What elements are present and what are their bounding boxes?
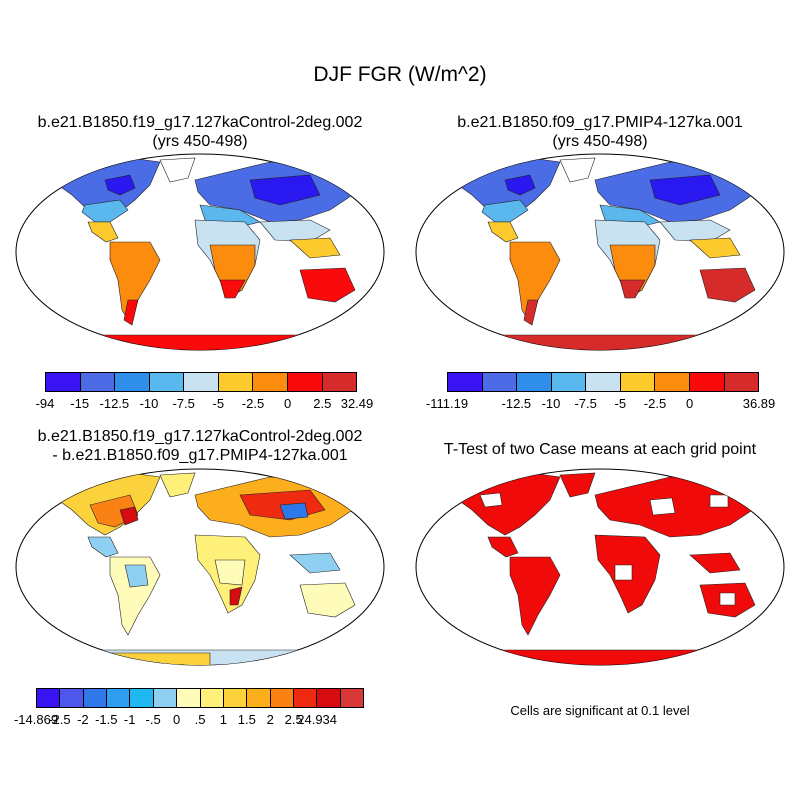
colorbar-swatch: [551, 373, 587, 391]
panel-diff-title: b.e21.B1850.f19_g17.127kaControl-2deg.00…: [10, 427, 390, 465]
colorbar-control: [45, 372, 357, 392]
colorbar-swatch: [218, 373, 254, 391]
panel-diff-title-line2: - b.e21.B1850.f09_g17.PMIP4-127ka.001: [52, 447, 348, 464]
colorbar-tick-label: 32.49: [340, 396, 374, 411]
map-difference: [15, 468, 385, 666]
colorbar-pmip4: [447, 372, 759, 392]
significance-note: Cells are significant at 0.1 level: [510, 703, 690, 718]
colorbar-tick-label: -15: [70, 396, 90, 411]
colorbar-tick-label: -2.5: [48, 712, 71, 727]
colorbar-swatch: [620, 373, 656, 391]
colorbar-tick-label: -2: [77, 712, 89, 727]
colorbar-tick-label: -2.5: [643, 396, 667, 411]
colorbar-tick-label: 1.5: [237, 712, 256, 727]
colorbar-swatch: [586, 373, 621, 391]
map-pmip4: [415, 153, 785, 351]
panel-b-title-line1: b.e21.B1850.f09_g17.PMIP4-127ka.001: [457, 114, 743, 131]
colorbar-tick-label: 1: [219, 712, 228, 727]
colorbar-swatch: [184, 373, 219, 391]
colorbar-swatch: [223, 689, 248, 707]
panel-ttest-title: T-Test of two Case means at each grid po…: [410, 440, 790, 459]
panel-b-title-line2: (yrs 450-498): [552, 133, 648, 150]
colorbar-swatch: [655, 373, 690, 391]
colorbar-tick-label: 2.5: [313, 396, 332, 411]
colorbar-swatch: [83, 689, 108, 707]
colorbar-tick-label: -5: [614, 396, 627, 411]
colorbar-swatch: [448, 373, 483, 391]
colorbar-tick-label: -7.5: [574, 396, 597, 411]
colorbar-swatch: [107, 689, 131, 707]
colorbar-tick-label: 0: [284, 396, 292, 411]
map-control: [15, 153, 385, 351]
panel-a-title-line1: b.e21.B1850.f19_g17.127kaControl-2deg.00…: [37, 114, 363, 131]
colorbar-swatch: [37, 689, 61, 707]
colorbar-tick-label: 2: [266, 712, 274, 727]
colorbar-swatch: [80, 373, 116, 391]
colorbar-tick-label: -12.5: [501, 396, 532, 411]
panel-a-title-line2: (yrs 450-498): [152, 133, 248, 150]
colorbar-swatch: [115, 373, 150, 391]
colorbar-swatch: [60, 689, 84, 707]
colorbar-tick-label: 0: [686, 396, 694, 411]
colorbar-swatch: [153, 689, 178, 707]
colorbar-tick-label: -5: [212, 396, 225, 411]
map-ttest: [415, 468, 785, 666]
colorbar-swatch: [517, 373, 552, 391]
colorbar-swatch: [130, 689, 154, 707]
colorbar-tick-label: -10: [139, 396, 159, 411]
colorbar-swatch: [322, 373, 357, 391]
colorbar-swatch: [689, 373, 725, 391]
colorbar-tick-label: 0: [172, 712, 181, 727]
colorbar-swatch: [177, 689, 201, 707]
colorbar-swatch: [287, 373, 323, 391]
colorbar-swatch: [46, 373, 81, 391]
panel-a-title: b.e21.B1850.f19_g17.127kaControl-2deg.00…: [10, 113, 390, 151]
panel-diff-title-line1: b.e21.B1850.f19_g17.127kaControl-2deg.00…: [37, 428, 363, 445]
colorbar-tick-label: -1: [123, 712, 136, 727]
figure-title: DJF FGR (W/m^2): [313, 63, 487, 86]
colorbar-tick-label: .5: [194, 712, 206, 727]
colorbar-swatch: [340, 689, 364, 707]
colorbar-tick-label: -14.869: [13, 712, 59, 727]
colorbar-tick-label: -1.5: [95, 712, 118, 727]
colorbar-tick-label: -7.5: [172, 396, 195, 411]
colorbar-swatch: [293, 689, 318, 707]
colorbar-tick-label: 24.934: [297, 712, 338, 727]
colorbar-swatch: [317, 689, 341, 707]
colorbar-tick-label: -94: [35, 396, 55, 411]
colorbar-swatch: [253, 373, 288, 391]
colorbar-swatch: [247, 689, 271, 707]
colorbar-swatch: [270, 689, 294, 707]
colorbar-swatch: [482, 373, 518, 391]
colorbar-tick-label: -111.19: [425, 396, 469, 411]
panel-ttest-title-line1: T-Test of two Case means at each grid po…: [443, 441, 757, 458]
colorbar-difference: [36, 688, 364, 708]
colorbar-swatch: [200, 689, 224, 707]
panel-b-title: b.e21.B1850.f09_g17.PMIP4-127ka.001 (yrs…: [410, 113, 790, 151]
colorbar-tick-label: -10: [541, 396, 561, 411]
colorbar-tick-label: -2.5: [241, 396, 265, 411]
colorbar-tick-label: -.5: [145, 712, 161, 727]
colorbar-swatch: [724, 373, 759, 391]
colorbar-tick-label: 2.5: [284, 712, 303, 727]
colorbar-tick-label: 36.89: [742, 396, 776, 411]
colorbar-swatch: [149, 373, 185, 391]
colorbar-tick-label: -12.5: [99, 396, 130, 411]
